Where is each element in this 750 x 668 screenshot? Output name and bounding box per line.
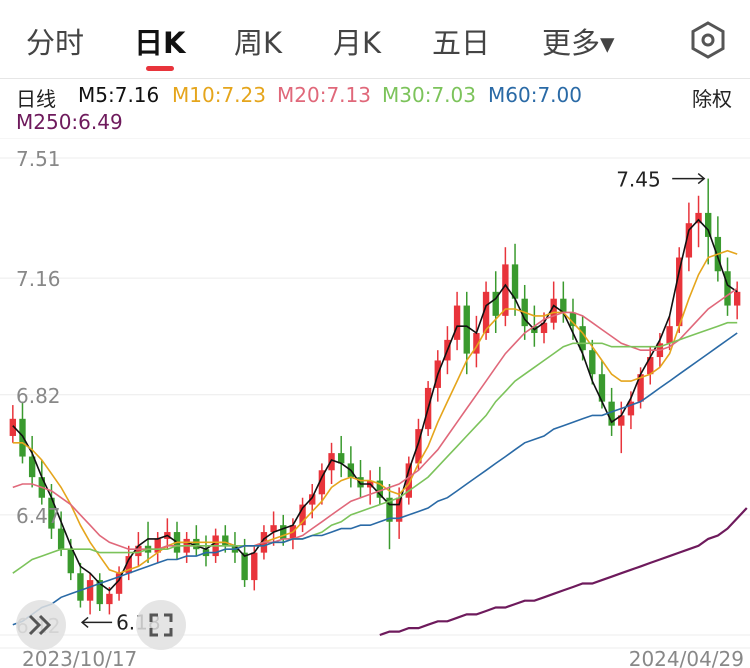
tab-five-day[interactable]: 五日 bbox=[432, 26, 491, 60]
tab-weekly-k[interactable]: 周K bbox=[234, 26, 283, 60]
expand-icon bbox=[149, 613, 173, 637]
settings-icon[interactable] bbox=[690, 20, 726, 60]
candle-body bbox=[724, 271, 731, 306]
candle-body bbox=[86, 580, 94, 601]
candle-body bbox=[67, 549, 74, 574]
candle-body bbox=[106, 593, 113, 605]
candle-body bbox=[28, 456, 36, 478]
candle-body bbox=[19, 418, 26, 457]
candlestick-chart[interactable]: 7.517.166.826.476.127.456.182023/10/1720… bbox=[0, 138, 750, 668]
candle-body bbox=[502, 264, 509, 316]
candle-body bbox=[376, 480, 384, 498]
candle-body bbox=[57, 528, 65, 550]
low-arrowhead bbox=[80, 616, 89, 628]
candle-body bbox=[125, 556, 132, 574]
candle-body bbox=[637, 374, 644, 402]
y-tick-716: 7.16 bbox=[16, 267, 61, 291]
tab-daily-k[interactable]: 日K bbox=[134, 26, 186, 60]
legend-ma250: M250:6.49 bbox=[16, 110, 123, 134]
header-divider bbox=[0, 78, 750, 79]
candle-body bbox=[492, 291, 499, 316]
candle-body bbox=[309, 494, 316, 505]
candle-body bbox=[338, 453, 345, 464]
candle-body bbox=[270, 525, 277, 533]
candle-body bbox=[666, 326, 673, 344]
candle-body bbox=[608, 401, 615, 426]
double-chevron-icon bbox=[28, 614, 52, 636]
fullscreen-button[interactable] bbox=[136, 600, 186, 650]
x-label-start: 2023/10/17 bbox=[22, 647, 137, 668]
candle-body bbox=[386, 497, 393, 522]
candle-body bbox=[463, 305, 470, 354]
candle-body bbox=[357, 477, 364, 488]
candle-body bbox=[647, 357, 654, 375]
y-tick-647: 6.47 bbox=[16, 504, 61, 528]
adjust-toggle[interactable]: 除权 bbox=[692, 87, 732, 111]
candle-body bbox=[705, 212, 712, 237]
candle-body bbox=[251, 552, 258, 581]
candle-body bbox=[299, 504, 306, 526]
candle-body bbox=[415, 429, 422, 464]
candle-body bbox=[453, 305, 461, 340]
ma-line-ma30 bbox=[12, 321, 738, 574]
y-tick-751: 7.51 bbox=[16, 147, 61, 171]
candle-body bbox=[395, 497, 403, 522]
legend-ma10: M10:7.23 bbox=[172, 83, 266, 107]
candle-body bbox=[695, 212, 702, 224]
candle-body bbox=[328, 453, 335, 471]
x-label-end: 2024/04/29 bbox=[629, 647, 744, 668]
ma-line-ma20 bbox=[12, 287, 738, 551]
candle-body bbox=[318, 470, 326, 495]
candle-body bbox=[589, 350, 596, 375]
candle-body bbox=[560, 298, 567, 313]
ma-line-ma250 bbox=[379, 507, 748, 637]
candle-body bbox=[685, 223, 693, 258]
candle-body bbox=[9, 418, 17, 436]
candle-body bbox=[241, 552, 248, 581]
candle-body bbox=[579, 326, 586, 351]
y-tick-682: 6.82 bbox=[16, 384, 61, 408]
high-label: 7.45 bbox=[616, 168, 661, 192]
candle-body bbox=[77, 573, 84, 601]
ma-line-ma60 bbox=[12, 332, 738, 626]
candle-body bbox=[222, 535, 229, 546]
candle-body bbox=[96, 580, 103, 605]
tab-monthly-k[interactable]: 月K bbox=[333, 26, 382, 60]
collapse-panel-button[interactable] bbox=[16, 600, 66, 650]
period-tab-bar: 分时 日K 周K 月K 五日 更多▾ bbox=[0, 0, 750, 78]
candle-body bbox=[135, 545, 142, 557]
legend-ma5: M5:7.16 bbox=[78, 83, 160, 107]
legend-period: 日线 bbox=[16, 87, 56, 111]
legend-ma30: M30:7.03 bbox=[382, 83, 476, 107]
candle-body bbox=[598, 374, 606, 402]
high-arrowhead bbox=[697, 173, 706, 185]
tab-more[interactable]: 更多▾ bbox=[542, 26, 615, 60]
candle-body bbox=[511, 264, 519, 299]
candle-body bbox=[569, 312, 577, 327]
candle-body bbox=[115, 573, 123, 594]
candle-body bbox=[193, 538, 200, 550]
candle-body bbox=[405, 463, 412, 498]
candle-body bbox=[154, 538, 161, 553]
ma-line-ma10 bbox=[12, 249, 738, 575]
candle-body bbox=[280, 525, 287, 539]
candle-body bbox=[482, 291, 490, 334]
candle-body bbox=[540, 322, 548, 334]
legend-ma20: M20:7.13 bbox=[277, 83, 371, 107]
candle-body bbox=[618, 415, 625, 426]
legend-ma60: M60:7.00 bbox=[488, 83, 582, 107]
tab-intraday[interactable]: 分时 bbox=[26, 26, 85, 60]
candle-body bbox=[676, 257, 683, 327]
candle-body bbox=[733, 291, 741, 306]
candle-body bbox=[473, 333, 480, 354]
candle-body bbox=[627, 401, 635, 416]
candle-body bbox=[550, 298, 557, 323]
active-tab-indicator bbox=[146, 66, 174, 71]
candle-body bbox=[48, 497, 55, 529]
